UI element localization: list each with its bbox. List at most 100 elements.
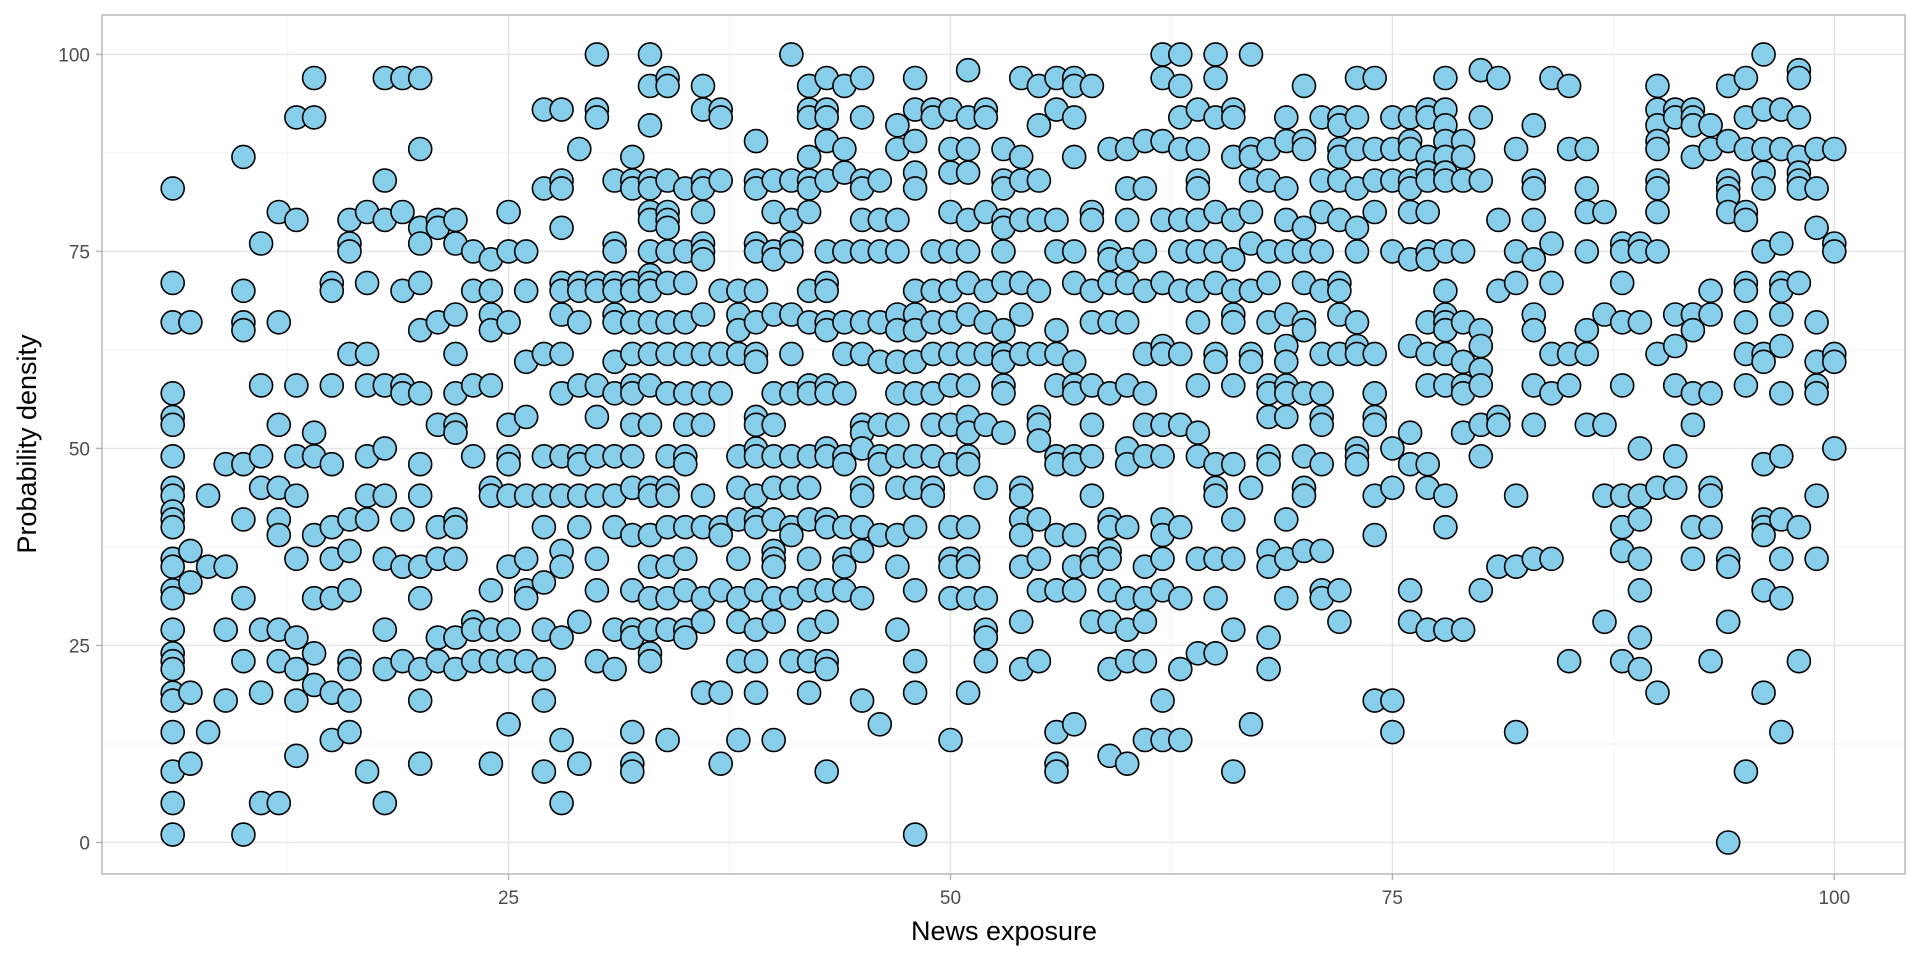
data-point bbox=[1203, 585, 1228, 611]
data-point bbox=[337, 688, 362, 713]
data-point bbox=[160, 790, 185, 816]
data-point bbox=[1344, 215, 1370, 241]
data-point bbox=[213, 554, 238, 580]
data-point bbox=[1539, 270, 1564, 296]
data-point bbox=[513, 239, 539, 264]
data-point bbox=[478, 751, 504, 777]
data-point bbox=[1521, 317, 1547, 343]
data-point bbox=[407, 270, 433, 296]
data-point bbox=[1221, 451, 1246, 477]
data-point bbox=[1309, 538, 1334, 564]
data-point bbox=[354, 507, 380, 532]
data-point bbox=[955, 554, 981, 580]
data-point bbox=[1539, 231, 1564, 256]
data-point bbox=[284, 656, 309, 682]
data-point bbox=[973, 475, 999, 501]
data-point bbox=[1574, 341, 1600, 367]
data-point bbox=[1698, 483, 1723, 509]
data-point bbox=[1008, 302, 1034, 327]
data-point bbox=[584, 105, 610, 130]
data-point bbox=[160, 822, 185, 847]
data-point bbox=[301, 65, 327, 91]
data-point bbox=[1026, 648, 1052, 674]
data-point bbox=[407, 451, 433, 477]
data-point bbox=[726, 546, 751, 572]
data-point bbox=[1044, 207, 1069, 233]
data-point bbox=[407, 380, 433, 406]
data-point bbox=[973, 625, 999, 650]
data-point bbox=[1344, 105, 1370, 130]
data-point bbox=[1327, 609, 1352, 635]
data-point bbox=[160, 554, 185, 580]
data-point bbox=[337, 538, 362, 564]
data-point bbox=[1221, 759, 1246, 784]
data-point bbox=[902, 128, 928, 154]
data-point bbox=[1132, 648, 1158, 674]
data-point bbox=[178, 751, 203, 777]
data-point bbox=[1786, 648, 1812, 674]
data-point bbox=[1415, 451, 1440, 477]
data-point bbox=[1344, 451, 1370, 477]
y-tick-label: 25 bbox=[69, 636, 90, 657]
data-point bbox=[1592, 199, 1617, 225]
data-point bbox=[1026, 507, 1052, 532]
y-tick-label: 100 bbox=[58, 45, 90, 66]
data-point bbox=[902, 65, 928, 91]
data-point bbox=[1698, 514, 1723, 540]
data-point bbox=[478, 278, 504, 304]
data-point bbox=[1008, 609, 1034, 635]
data-point bbox=[708, 105, 734, 130]
data-point bbox=[1221, 246, 1246, 272]
data-point bbox=[991, 239, 1016, 264]
data-point bbox=[531, 688, 557, 713]
data-point bbox=[496, 199, 521, 225]
data-point bbox=[1662, 443, 1688, 469]
data-point bbox=[726, 727, 751, 753]
y-tick-label: 0 bbox=[79, 833, 90, 854]
data-point bbox=[796, 199, 822, 225]
data-point bbox=[1468, 168, 1494, 193]
data-point bbox=[1221, 546, 1246, 572]
data-point bbox=[248, 680, 274, 706]
data-point bbox=[1645, 136, 1670, 162]
data-point bbox=[1769, 719, 1794, 745]
data-point bbox=[1645, 73, 1670, 99]
data-point bbox=[513, 585, 539, 611]
data-point bbox=[885, 239, 910, 264]
data-point bbox=[637, 42, 663, 67]
data-point bbox=[955, 57, 981, 83]
data-point bbox=[549, 215, 574, 241]
data-point bbox=[496, 711, 521, 737]
data-point bbox=[1786, 65, 1812, 91]
data-point bbox=[619, 443, 645, 469]
data-point bbox=[1203, 483, 1228, 509]
data-point bbox=[1309, 239, 1334, 264]
data-point bbox=[1238, 711, 1264, 737]
data-point bbox=[832, 451, 857, 477]
data-point bbox=[407, 65, 433, 91]
data-point bbox=[619, 719, 645, 745]
data-point bbox=[1433, 65, 1458, 91]
data-point bbox=[1291, 136, 1317, 162]
data-point bbox=[1079, 207, 1105, 233]
data-point bbox=[1203, 349, 1228, 375]
data-point bbox=[1503, 270, 1529, 296]
data-point bbox=[1751, 680, 1776, 706]
data-point bbox=[584, 546, 610, 572]
data-point bbox=[779, 42, 804, 67]
data-point bbox=[1238, 475, 1264, 501]
data-point bbox=[1769, 302, 1794, 327]
data-point bbox=[1203, 42, 1228, 67]
data-point bbox=[1645, 239, 1670, 264]
data-point bbox=[1769, 546, 1794, 572]
data-point bbox=[955, 514, 981, 540]
data-point bbox=[1203, 65, 1228, 91]
data-point bbox=[1238, 349, 1264, 375]
data-point bbox=[1397, 420, 1423, 446]
data-point bbox=[743, 278, 769, 304]
data-point bbox=[973, 105, 999, 130]
data-point bbox=[637, 113, 663, 138]
x-tick-label: 25 bbox=[498, 888, 519, 909]
data-point bbox=[1486, 412, 1511, 438]
data-point bbox=[708, 522, 734, 548]
